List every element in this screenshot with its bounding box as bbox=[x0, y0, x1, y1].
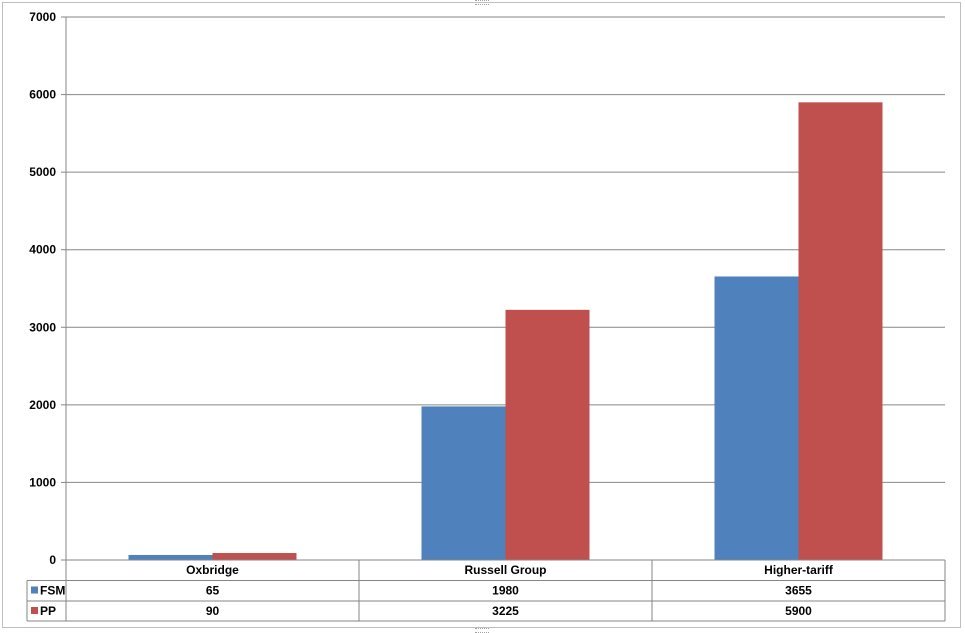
y-tick-label: 5000 bbox=[29, 165, 56, 179]
y-tick-label: 2000 bbox=[29, 398, 56, 412]
legend-label-pp: PP bbox=[40, 604, 56, 618]
y-tick-label: 0 bbox=[49, 553, 56, 567]
legend-label-fsm: FSM bbox=[40, 584, 65, 598]
y-tick-label: 1000 bbox=[29, 475, 56, 489]
bar-fsm-1 bbox=[421, 406, 506, 560]
table-cell: 3655 bbox=[785, 584, 812, 598]
legend-key-fsm bbox=[31, 586, 38, 594]
table-cell: 3225 bbox=[492, 604, 519, 618]
table-cell: 65 bbox=[206, 584, 220, 598]
table-cell: 5900 bbox=[785, 604, 812, 618]
bars bbox=[128, 102, 883, 560]
data-table: Oxbridge Russell Group Higher-tariff FSM 65 1… bbox=[26, 559, 946, 622]
y-axis: 0 1000 2000 3000 4000 5000 6000 7000 bbox=[29, 10, 67, 567]
y-tick-label: 4000 bbox=[29, 243, 56, 257]
y-tick-label: 6000 bbox=[29, 88, 56, 102]
category-label: Oxbridge bbox=[186, 563, 239, 577]
table-cell: 1980 bbox=[492, 584, 519, 598]
resize-handle-top[interactable] bbox=[475, 0, 489, 5]
bar-pp-1 bbox=[505, 309, 590, 560]
bar-fsm-0 bbox=[128, 554, 213, 560]
bar-pp-0 bbox=[212, 553, 297, 560]
y-tick-label: 3000 bbox=[29, 320, 56, 334]
category-label: Higher-tariff bbox=[764, 563, 834, 577]
bar-fsm-2 bbox=[714, 276, 799, 560]
legend-key-pp bbox=[31, 607, 38, 614]
bar-pp-2 bbox=[798, 102, 883, 560]
category-label: Russell Group bbox=[464, 563, 546, 577]
table-cell: 90 bbox=[206, 604, 220, 618]
y-tick-label: 7000 bbox=[29, 10, 56, 24]
